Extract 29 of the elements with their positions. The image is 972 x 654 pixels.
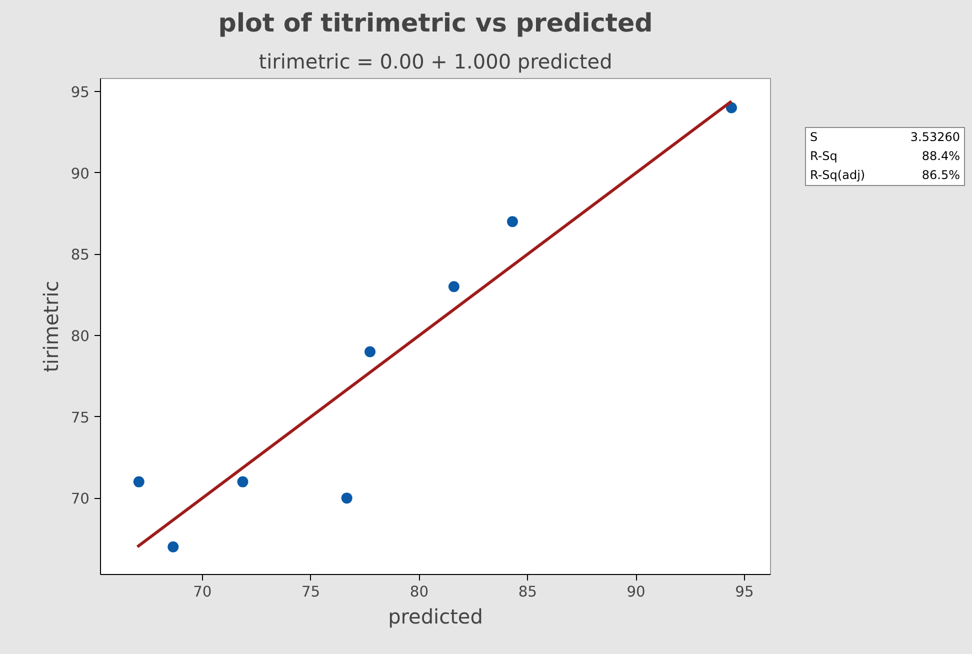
text: 3.53260 bbox=[909, 129, 961, 146]
y-tick-label: 90 bbox=[70, 165, 90, 182]
text: S bbox=[809, 129, 819, 146]
x-tick-label: 95 bbox=[735, 584, 754, 600]
point bbox=[364, 346, 376, 358]
x-tick-label: 85 bbox=[518, 584, 537, 600]
x-tick-label: 70 bbox=[193, 584, 212, 600]
text: 88.4% bbox=[920, 148, 961, 166]
x-axis-title: predicted bbox=[388, 604, 483, 628]
y-tick-label: 85 bbox=[70, 246, 90, 264]
text: R-Sq(adj) bbox=[809, 167, 866, 184]
x-tick-label: 75 bbox=[302, 584, 320, 600]
text: 86.5% bbox=[920, 167, 961, 184]
y-axis-title: tirimetric bbox=[38, 280, 63, 372]
x-tick-label: 80 bbox=[410, 584, 429, 600]
y-tick-label: 75 bbox=[70, 409, 90, 426]
point bbox=[341, 492, 352, 504]
x-tick-label: 90 bbox=[626, 584, 646, 600]
chart-title: plot of titrimetric vs predicted bbox=[218, 8, 653, 38]
chart-subtitle: tirimetric = 0.00 + 1.000 predicted bbox=[258, 50, 612, 74]
point bbox=[133, 476, 144, 488]
point bbox=[448, 281, 460, 292]
y-tick-label: 70 bbox=[70, 490, 90, 508]
point bbox=[237, 476, 248, 488]
point bbox=[506, 216, 518, 228]
y-tick-label: 80 bbox=[70, 328, 90, 345]
text: R-Sq bbox=[809, 148, 838, 166]
point bbox=[168, 541, 179, 552]
y-tick-label: 95 bbox=[70, 84, 90, 102]
